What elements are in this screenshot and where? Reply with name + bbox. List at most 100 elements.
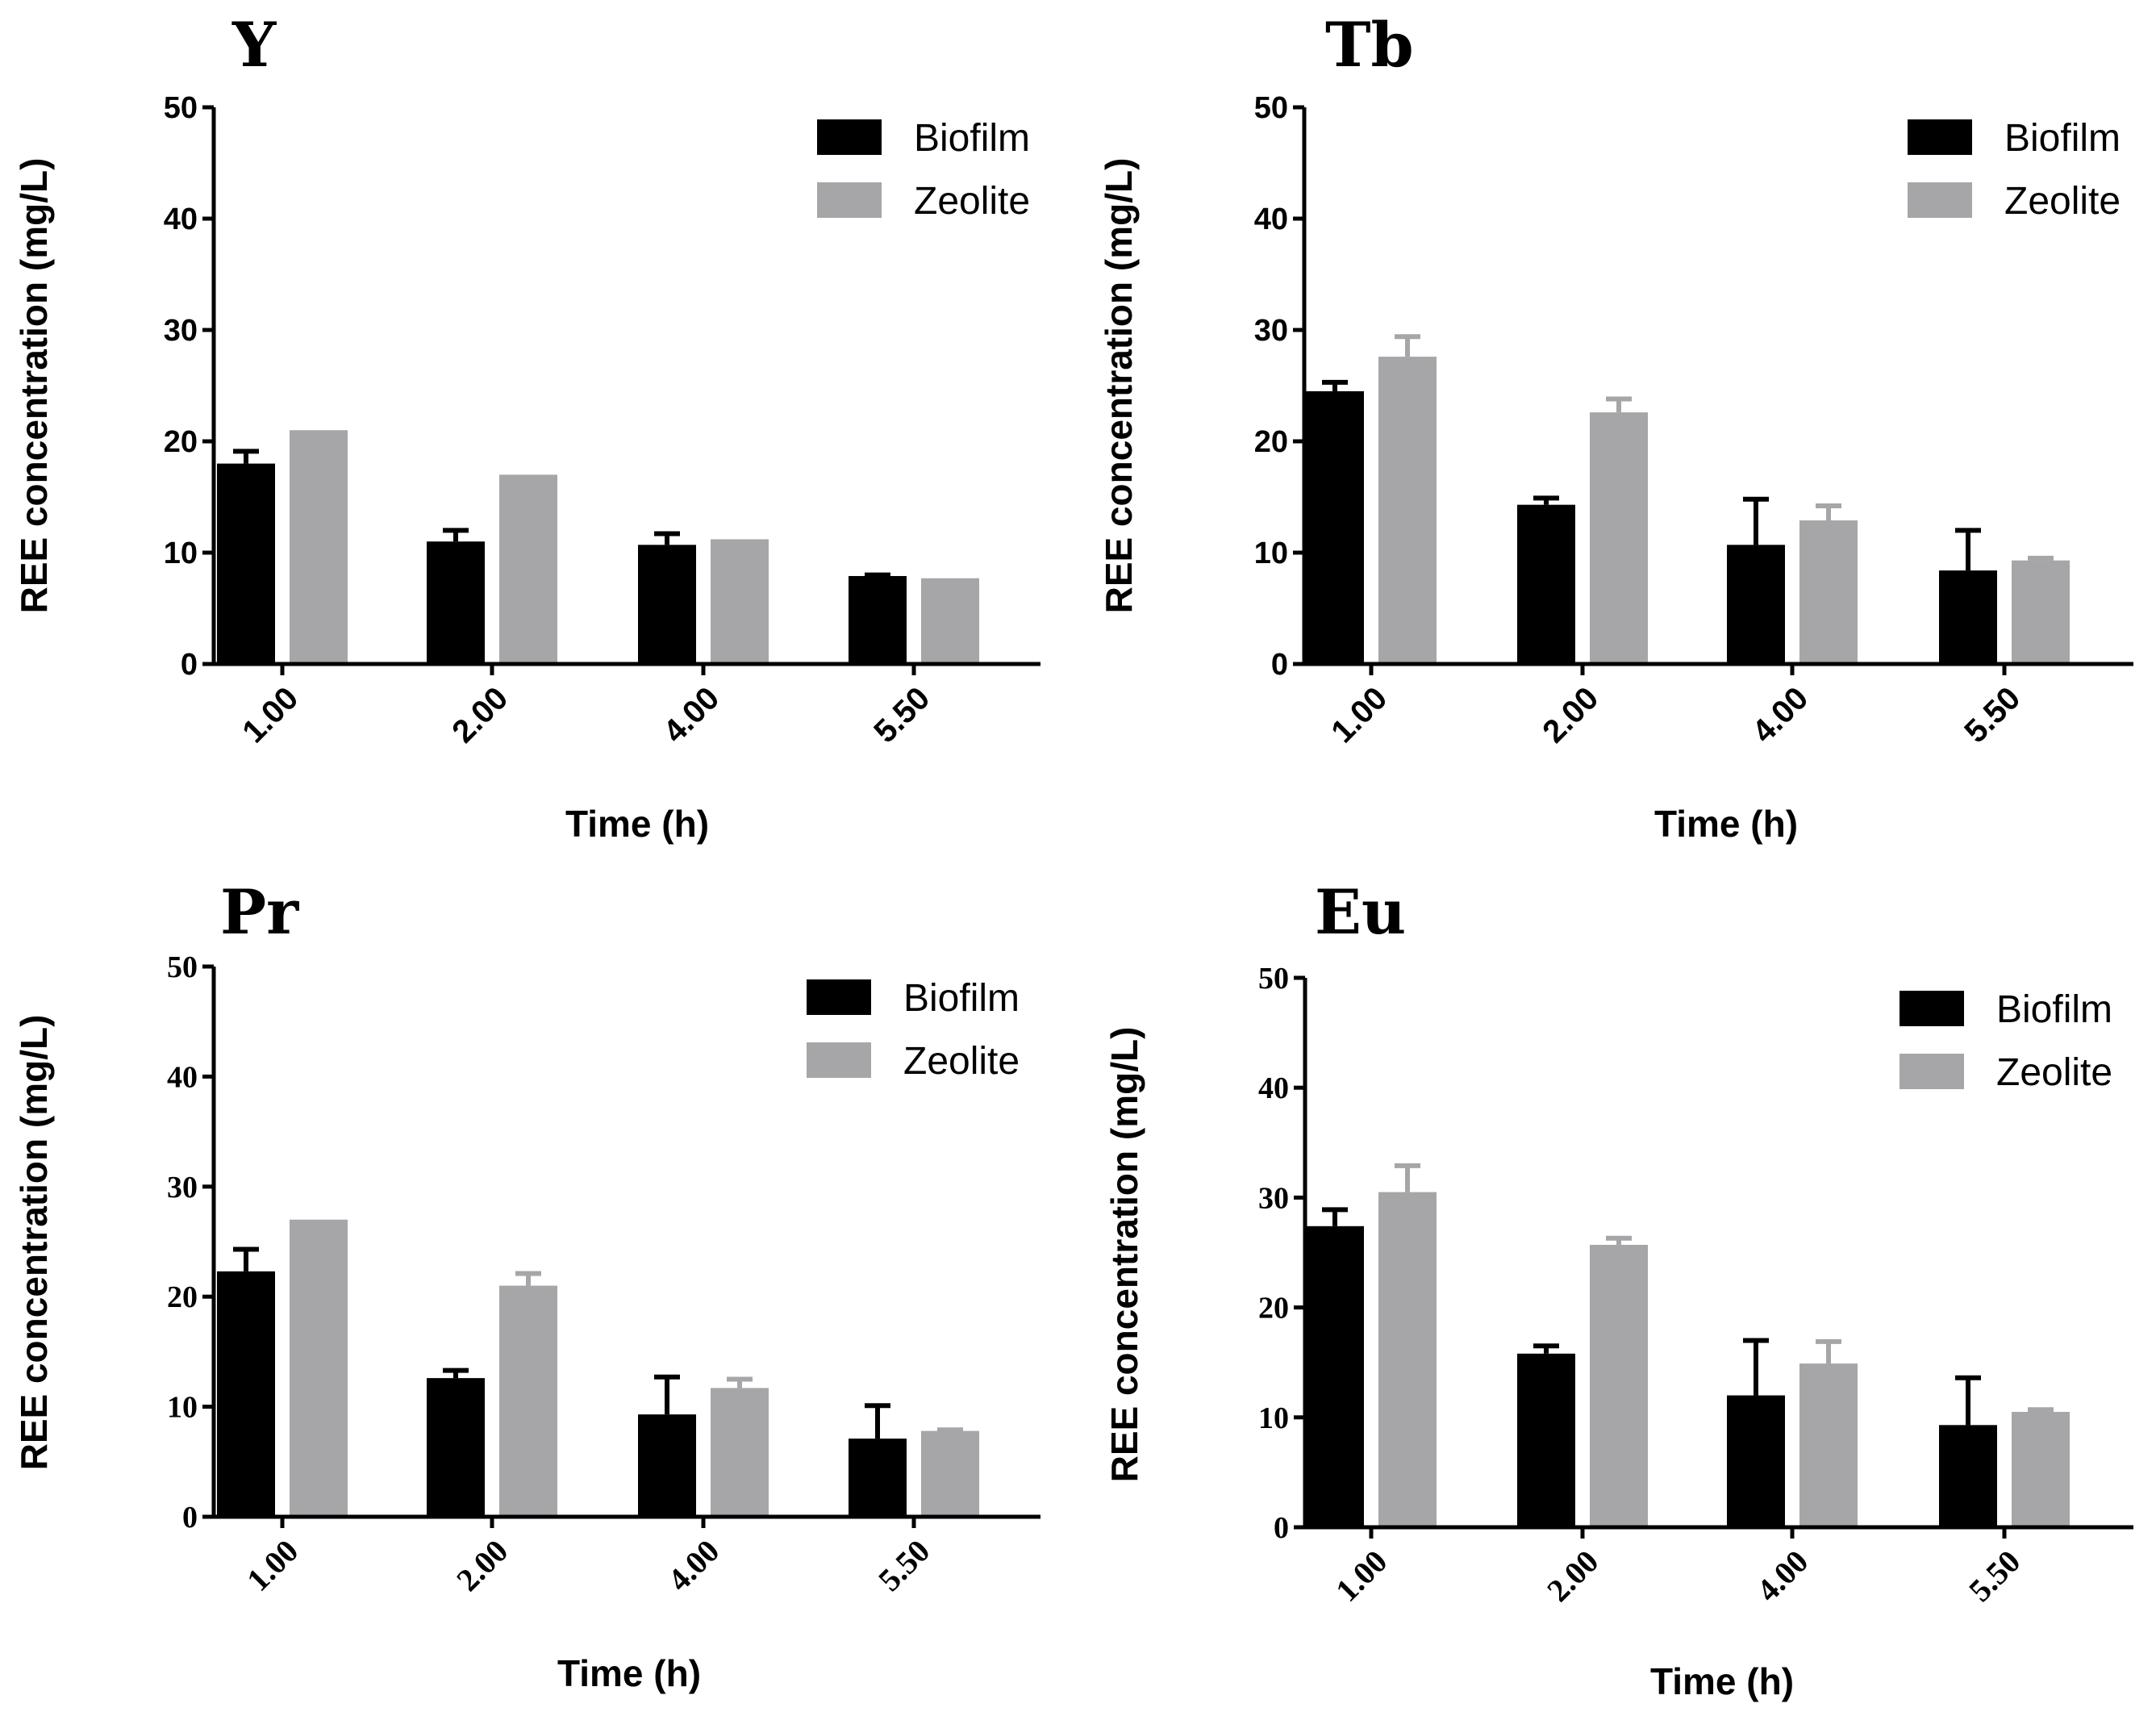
legend: Biofilm Zeolite — [1900, 988, 2112, 1094]
bar-zeolite-3 — [2012, 560, 2070, 664]
chart-title: Pr — [220, 876, 299, 948]
y-tick-label: 50 — [1258, 962, 1289, 996]
bar-zeolite-1 — [1590, 412, 1648, 664]
y-tick-label: 50 — [1254, 91, 1288, 125]
x-tick-label: 2.00 — [449, 1533, 515, 1598]
y-tick-label: 10 — [167, 1391, 198, 1425]
x-tick-label: 5.50 — [867, 680, 936, 750]
y-tick-label: 10 — [164, 537, 198, 570]
x-tick-label: 5.50 — [871, 1533, 936, 1598]
y-tick-label: 30 — [1258, 1181, 1289, 1215]
bar-biofilm-3 — [1939, 570, 1997, 664]
legend-label-biofilm: Biofilm — [914, 117, 1030, 160]
y-tick-label: 0 — [1271, 648, 1288, 682]
chart-panel-tb: Tb REE concentration (mg/L) Time (h) 0 10 20 3… — [1098, 9, 2133, 845]
y-tick-label: 30 — [1254, 314, 1288, 348]
legend-swatch-biofilm — [1900, 991, 1964, 1026]
x-axis-label: Time (h) — [565, 803, 709, 845]
x-tick-label: 5.50 — [1958, 680, 2027, 750]
y-tick-label: 40 — [1258, 1071, 1289, 1105]
x-tick-label: 5.50 — [1962, 1543, 2027, 1609]
legend: Biofilm Zeolite — [1908, 117, 2121, 223]
legend-swatch-biofilm — [807, 979, 871, 1015]
legend-label-zeolite: Zeolite — [903, 1040, 1020, 1083]
bar-biofilm-2 — [638, 545, 696, 664]
y-tick-label: 30 — [167, 1171, 198, 1205]
bar-biofilm-0 — [217, 1271, 275, 1517]
bar-biofilm-3 — [849, 575, 907, 664]
chart-title: Tb — [1325, 9, 1414, 81]
y-tick-label: 20 — [1254, 425, 1288, 459]
chart-panel-eu: Eu REE concentration (mg/L) Time (h) 0 10 20 3… — [1103, 876, 2133, 1702]
y-tick-label: 30 — [164, 314, 198, 348]
x-axis-label: Time (h) — [1654, 803, 1798, 845]
x-tick-label: 2.00 — [1536, 680, 1605, 750]
y-axis-label: REE concentration (mg/L) — [1103, 1027, 1145, 1483]
legend-label-zeolite: Zeolite — [914, 180, 1030, 223]
chart-title: Eu — [1315, 876, 1406, 948]
bar-biofilm-0 — [1306, 1226, 1364, 1527]
bars-group — [1306, 334, 2070, 664]
y-tick-label: 10 — [1254, 537, 1288, 570]
legend: Biofilm Zeolite — [817, 117, 1030, 223]
y-tick-label: 0 — [1274, 1511, 1289, 1545]
x-tick-label: 4.00 — [661, 1533, 726, 1598]
bar-zeolite-2 — [1799, 520, 1858, 664]
bar-biofilm-1 — [1517, 504, 1575, 664]
y-tick-label: 0 — [182, 1501, 198, 1535]
bar-zeolite-3 — [921, 578, 979, 664]
x-tick-label: 4.00 — [657, 680, 726, 750]
bar-zeolite-1 — [1590, 1244, 1648, 1527]
bar-biofilm-3 — [1939, 1425, 1997, 1527]
y-tick-label: 40 — [1254, 203, 1288, 236]
legend-label-biofilm: Biofilm — [1996, 988, 2112, 1031]
x-tick-label: 4.00 — [1749, 1543, 1815, 1609]
legend-swatch-zeolite — [1908, 182, 1972, 218]
bar-zeolite-0 — [1378, 1192, 1437, 1527]
bar-zeolite-2 — [711, 1388, 769, 1517]
x-tick-label: 1.00 — [240, 1533, 305, 1598]
bars-group — [217, 430, 979, 664]
x-tick-label: 2.00 — [1540, 1543, 1605, 1609]
legend: Biofilm Zeolite — [807, 977, 1020, 1083]
legend-label-zeolite: Zeolite — [2004, 180, 2121, 223]
y-tick-label: 40 — [167, 1060, 198, 1094]
legend-swatch-zeolite — [807, 1042, 871, 1078]
bar-biofilm-3 — [849, 1438, 907, 1517]
legend-label-biofilm: Biofilm — [2004, 117, 2121, 160]
bar-biofilm-1 — [427, 1378, 485, 1517]
bar-biofilm-0 — [1306, 390, 1364, 664]
y-tick-label: 20 — [1258, 1292, 1289, 1326]
y-axis-label: REE concentration (mg/L) — [13, 158, 55, 614]
bar-biofilm-2 — [1727, 1395, 1785, 1527]
bar-biofilm-2 — [638, 1414, 696, 1517]
bar-biofilm-1 — [1517, 1353, 1575, 1527]
bar-biofilm-0 — [217, 463, 275, 664]
bar-zeolite-1 — [499, 1285, 557, 1517]
bar-zeolite-0 — [290, 1219, 348, 1517]
chart-panel-pr: Pr REE concentration (mg/L) Time (h) 0 10 20 3… — [13, 876, 1040, 1694]
legend-swatch-zeolite — [817, 182, 882, 218]
y-tick-label: 20 — [164, 425, 198, 459]
x-tick-label: 1.00 — [1324, 680, 1394, 750]
y-tick-label: 0 — [181, 648, 198, 682]
bar-zeolite-3 — [2012, 1411, 2070, 1527]
x-tick-label: 1.00 — [236, 680, 305, 750]
bar-zeolite-2 — [1799, 1363, 1858, 1527]
bar-zeolite-3 — [921, 1430, 979, 1517]
x-tick-label: 2.00 — [445, 680, 515, 750]
legend-swatch-biofilm — [1908, 119, 1972, 155]
bars-group — [1306, 1163, 2070, 1527]
legend-label-biofilm: Biofilm — [903, 977, 1020, 1020]
chart-title: Y — [231, 9, 277, 81]
y-tick-label: 50 — [167, 950, 198, 984]
legend-swatch-biofilm — [817, 119, 882, 155]
bar-zeolite-1 — [499, 474, 557, 664]
y-tick-label: 10 — [1258, 1401, 1289, 1435]
chart-panel-y: Y REE concentration (mg/L) Time (h) 0 10 20 30… — [13, 9, 1040, 845]
bar-zeolite-0 — [1378, 357, 1437, 664]
x-tick-label: 4.00 — [1745, 680, 1815, 750]
x-tick-label: 1.00 — [1328, 1543, 1394, 1609]
bars-group — [217, 1219, 979, 1517]
